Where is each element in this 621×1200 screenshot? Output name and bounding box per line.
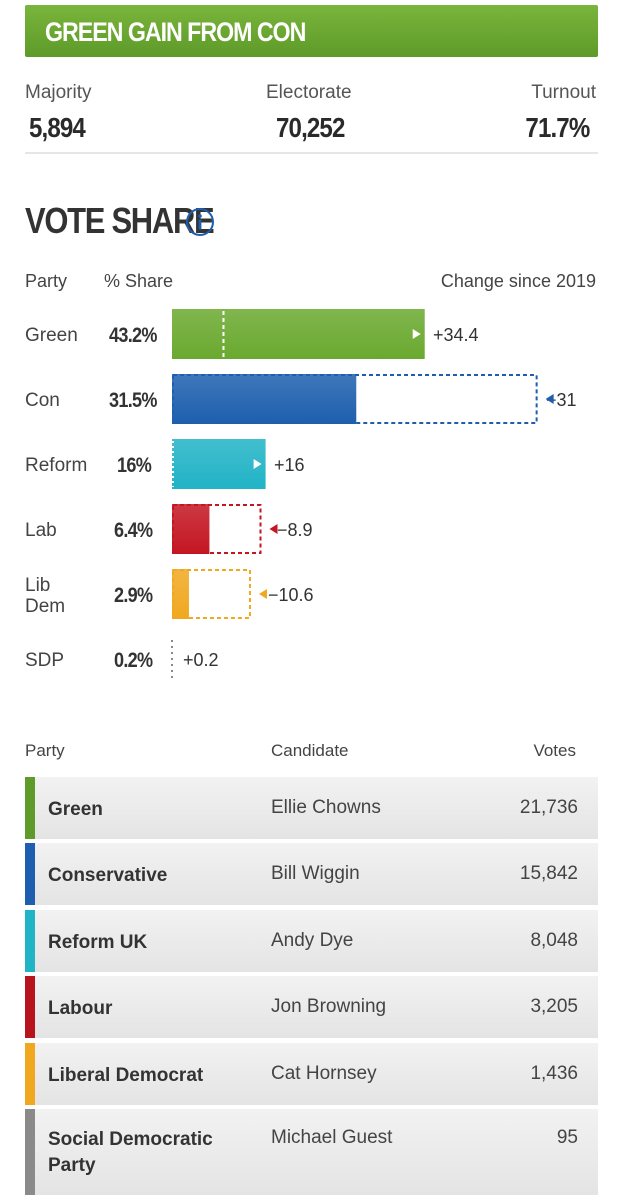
chart-party-label: Reform — [25, 455, 88, 476]
table-row: Social Democratic Party Michael Guest 95 — [25, 1109, 598, 1195]
table-candidate: Jon Browning — [271, 996, 387, 1017]
chart-party-label: SDP — [25, 650, 65, 671]
chart-change-label: −31 — [546, 390, 577, 410]
table-party: Social Democratic Party — [48, 1129, 213, 1176]
chart-share-label: 43.2% — [109, 324, 157, 347]
table-col-candidate: Candidate — [271, 741, 349, 760]
table-votes: 1,436 — [530, 1063, 578, 1084]
party-color-stripe — [25, 843, 35, 905]
table-candidate: Ellie Chowns — [271, 797, 381, 818]
table-candidate: Bill Wiggin — [271, 863, 360, 884]
share-bar — [172, 374, 357, 424]
gain-arrow-icon — [253, 459, 262, 469]
table-party: Liberal Democrat — [48, 1065, 204, 1086]
party-color-stripe — [25, 1109, 35, 1195]
party-color-stripe — [25, 976, 35, 1038]
table-party: Green — [48, 799, 103, 820]
chart-share-label: 16% — [117, 454, 152, 477]
previous-share-outline — [172, 374, 538, 424]
loss-arrow-icon — [258, 589, 267, 599]
chart-share-label: 31.5% — [109, 389, 157, 412]
previous-share-outline — [172, 569, 251, 619]
chart-change-label: +0.2 — [183, 650, 219, 670]
share-bar — [172, 569, 189, 619]
gain-arrow-icon — [412, 329, 421, 339]
party-color-stripe — [25, 910, 35, 972]
chart-share-label: 2.9% — [114, 584, 153, 607]
chart-change-label: +34.4 — [433, 325, 479, 345]
electorate-value: 70,252 — [276, 112, 345, 143]
chart-col-party: Party — [25, 271, 68, 291]
table-candidate: Michael Guest — [271, 1127, 393, 1148]
chart-share-label: 0.2% — [114, 649, 153, 672]
majority-label: Majority — [25, 82, 92, 103]
table-party: Conservative — [48, 865, 168, 886]
majority-value: 5,894 — [29, 112, 86, 143]
chart-change-label: +16 — [274, 455, 305, 475]
table-candidate: Andy Dye — [271, 930, 354, 951]
previous-share-outline — [172, 504, 262, 554]
table-votes: 95 — [556, 1127, 578, 1148]
party-color-stripe — [25, 777, 35, 839]
result-banner: GREEN GAIN FROM CON — [25, 5, 598, 57]
chart-party-label: Con — [25, 390, 60, 411]
chart-party-label: Lab — [25, 520, 57, 541]
table-row: Reform UK Andy Dye 8,048 — [25, 910, 598, 972]
chart-change-label: −8.9 — [277, 520, 313, 540]
share-bar — [172, 439, 266, 489]
table-col-votes: Votes — [533, 741, 576, 760]
table-row: Green Ellie Chowns 21,736 — [25, 777, 598, 839]
table-candidate: Cat Hornsey — [271, 1063, 377, 1084]
turnout-label: Turnout — [531, 82, 596, 103]
vote-share-heading: VOTE SHARE — [25, 200, 215, 241]
table-party: Reform UK — [48, 932, 148, 953]
turnout-value: 71.7% — [525, 112, 590, 143]
table-votes: 21,736 — [519, 797, 578, 818]
table-votes: 15,842 — [519, 863, 578, 884]
table-row: Conservative Bill Wiggin 15,842 — [25, 843, 598, 905]
stats-divider — [25, 152, 598, 154]
chart-party-label: Green — [25, 325, 78, 346]
table-row: Liberal Democrat Cat Hornsey 1,436 — [25, 1043, 598, 1105]
chart-share-label: 6.4% — [114, 519, 153, 542]
chart-change-label: −10.6 — [268, 585, 314, 605]
info-circle-icon[interactable] — [185, 207, 215, 237]
share-bar — [172, 504, 210, 554]
table-row: Labour Jon Browning 3,205 — [25, 976, 598, 1038]
chart-col-share: % Share — [104, 271, 174, 291]
result-banner-text: GREEN GAIN FROM CON — [45, 17, 306, 47]
chart-col-change: Change since 2019 — [440, 271, 596, 291]
table-votes: 8,048 — [530, 930, 578, 951]
table-col-party: Party — [25, 741, 65, 760]
electorate-label: Electorate — [266, 82, 352, 103]
chart-party-label: Lib Dem — [25, 575, 66, 617]
table-votes: 3,205 — [530, 996, 578, 1017]
share-bar — [172, 309, 425, 359]
table-party: Labour — [48, 998, 113, 1019]
party-color-stripe — [25, 1043, 35, 1105]
